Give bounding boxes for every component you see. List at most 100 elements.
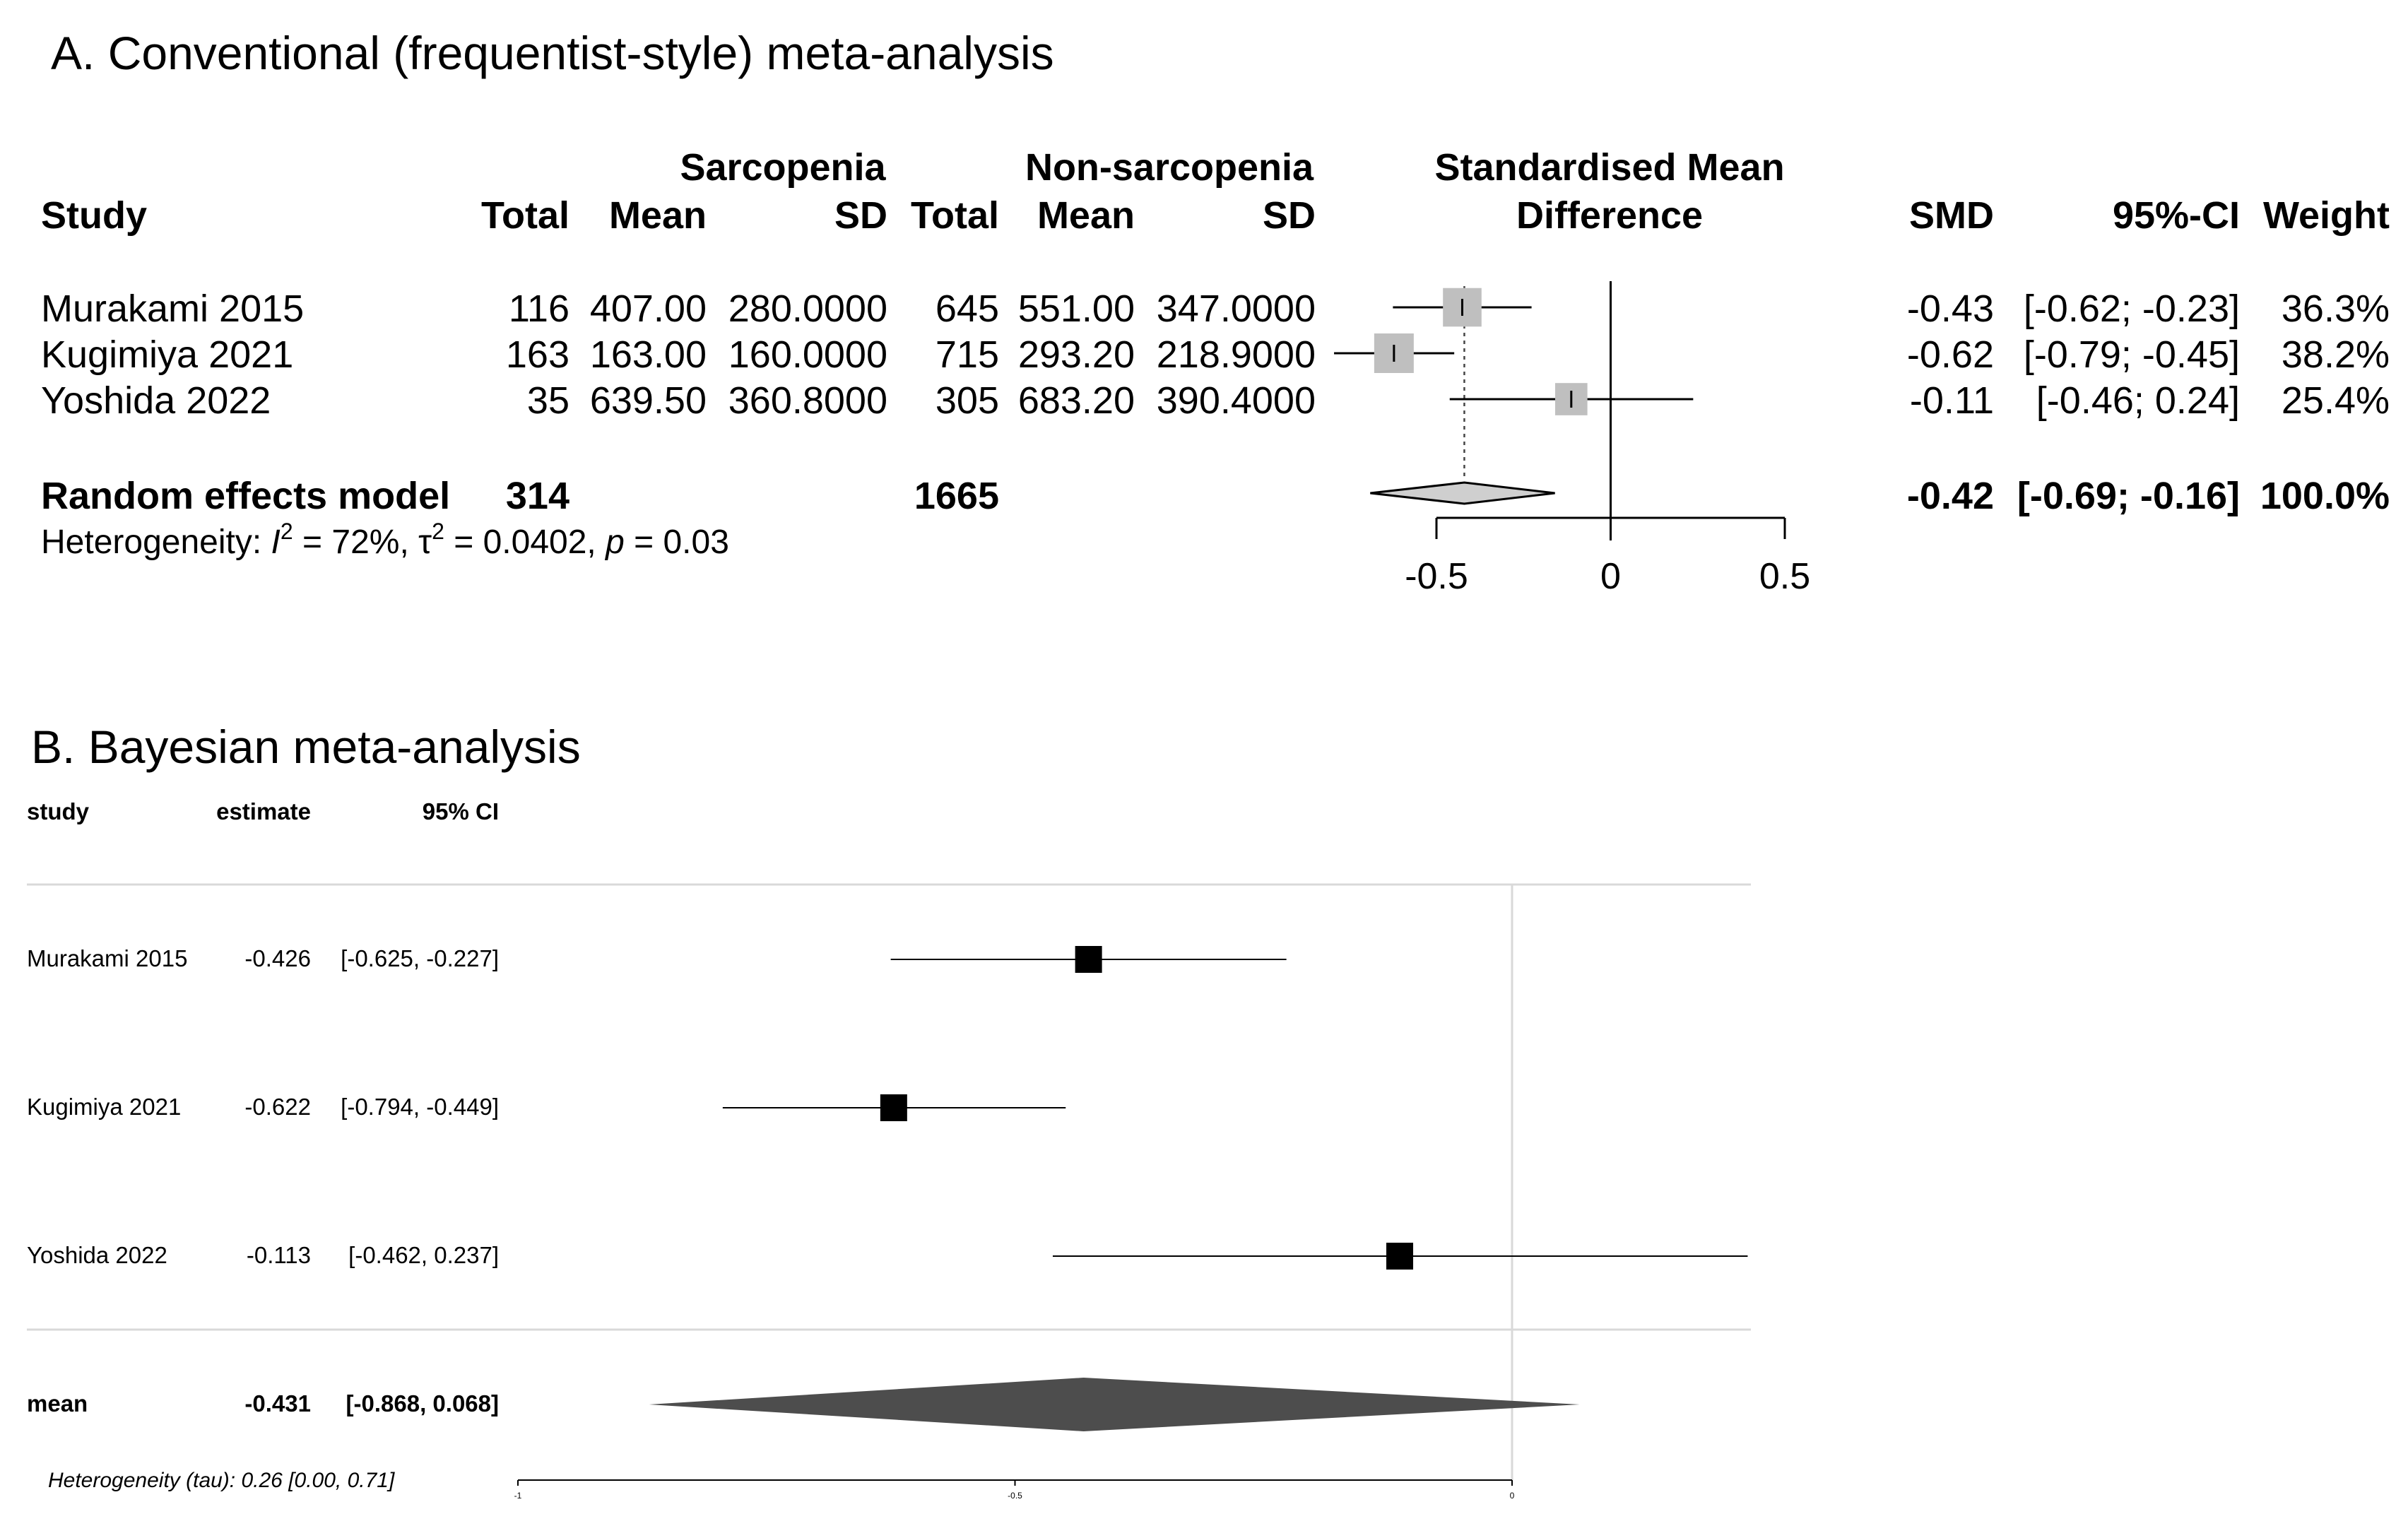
x-axis-tick-label: -1 <box>514 1491 522 1501</box>
mean-1: 407.00 <box>590 288 707 330</box>
header-total-2: Total <box>911 194 999 237</box>
study-name: Yoshida 2022 <box>41 379 271 422</box>
ci-value: [-0.625, -0.227] <box>341 945 499 971</box>
het-i2-symbol: I <box>271 524 281 561</box>
pooled-diamond <box>649 1378 1580 1431</box>
study-name: Kugimiya 2021 <box>27 1094 181 1120</box>
header-smd: SMD <box>1909 194 1994 237</box>
weight-value: 25.4% <box>2282 379 2390 422</box>
x-axis-tick-label: -0.5 <box>1008 1491 1022 1501</box>
panel-a: A. Conventional (frequentist-style) meta… <box>41 27 2390 597</box>
pooled-total-1: 314 <box>506 475 569 517</box>
pooled-row: Random effects model 314 1665 -0.42 [-0.… <box>41 475 2390 517</box>
sd-2: 347.0000 <box>1157 288 1316 330</box>
table-row: Murakami 2015 -0.426 [-0.625, -0.227] <box>27 945 499 971</box>
mean-2: 551.00 <box>1018 288 1135 330</box>
pooled-diamond <box>1370 481 1555 505</box>
heterogeneity-statistics: Heterogeneity (tau): 0.26 [0.00, 0.71] <box>48 1469 395 1492</box>
forest-plot-a: -0.5 0 0.5 <box>1334 281 1810 597</box>
sd-2: 218.9000 <box>1157 333 1316 376</box>
het-tau-symbol: τ <box>418 524 432 561</box>
header-estimate: estimate <box>216 798 311 824</box>
total-2: 305 <box>936 379 999 422</box>
sd-1: 280.0000 <box>728 288 887 330</box>
heterogeneity-statistics: Heterogeneity: I2 = 72%, τ2 = 0.0402, p … <box>41 519 729 561</box>
header-smd-line1: Standardised Mean <box>1434 146 1784 189</box>
header-study: Study <box>41 194 147 237</box>
weight-value: 36.3% <box>2282 288 2390 330</box>
total-2: 715 <box>936 333 999 376</box>
study-name: Yoshida 2022 <box>27 1242 167 1268</box>
header-weight: Weight <box>2263 194 2390 237</box>
header-smd-line2: Difference <box>1516 194 1703 237</box>
total-1: 116 <box>509 288 569 330</box>
forest-plot-b: -1 -0.5 0 <box>514 885 1748 1501</box>
header-mean-1: Mean <box>609 194 707 237</box>
total-1: 163 <box>506 333 569 376</box>
header-sd-1: SD <box>834 194 887 237</box>
study-name: Murakami 2015 <box>41 288 304 330</box>
point-estimate <box>1075 946 1102 973</box>
x-axis-tick-label: 0.5 <box>1759 556 1810 597</box>
header-total-1: Total <box>481 194 569 237</box>
ci-value: [-0.794, -0.449] <box>341 1094 499 1120</box>
pooled-ci: [-0.69; -0.16] <box>2017 475 2240 517</box>
estimate-value: -0.426 <box>244 945 311 971</box>
ci-value: [-0.46; 0.24] <box>2036 379 2240 422</box>
study-name: Murakami 2015 <box>27 945 187 971</box>
sd-1: 160.0000 <box>728 333 887 376</box>
table-row: Yoshida 2022 -0.113 [-0.462, 0.237] <box>27 1242 499 1268</box>
header-ci: 95% CI <box>423 798 499 824</box>
header-study: study <box>27 798 90 824</box>
header-sd-2: SD <box>1263 194 1316 237</box>
smd-value: -0.43 <box>1907 288 1994 330</box>
table-row: Kugimiya 2021 -0.622 [-0.794, -0.449] <box>27 1094 499 1120</box>
table-row: Kugimiya 2021 163 163.00 160.0000 715 29… <box>41 333 2390 376</box>
mean-2: 683.20 <box>1018 379 1135 422</box>
pooled-ci: [-0.868, 0.068] <box>346 1390 499 1416</box>
panel-b-title: B. Bayesian meta-analysis <box>31 721 581 773</box>
het-p-symbol: p <box>604 524 625 561</box>
pooled-label: mean <box>27 1390 88 1416</box>
weight-value: 38.2% <box>2282 333 2390 376</box>
pooled-label: Random effects model <box>41 475 450 517</box>
point-estimate <box>1386 1243 1414 1270</box>
mean-1: 163.00 <box>590 333 707 376</box>
het-tau-value: = 0.0402, <box>444 524 606 561</box>
sd-2: 390.4000 <box>1157 379 1316 422</box>
het-superscript: 2 <box>281 519 293 544</box>
estimate-value: -0.622 <box>244 1094 311 1120</box>
ci-value: [-0.79; -0.45] <box>2024 333 2240 376</box>
total-1: 35 <box>527 379 569 422</box>
pooled-estimate: -0.431 <box>244 1390 311 1416</box>
mean-1: 639.50 <box>590 379 707 422</box>
smd-value: -0.62 <box>1907 333 1994 376</box>
sd-1: 360.8000 <box>728 379 887 422</box>
x-axis-tick-label: -0.5 <box>1405 556 1468 597</box>
ci-value: [-0.462, 0.237] <box>348 1242 499 1268</box>
pooled-total-2: 1665 <box>914 475 999 517</box>
het-prefix: Heterogeneity: <box>41 524 271 561</box>
panel-a-title: A. Conventional (frequentist-style) meta… <box>51 27 1054 79</box>
x-axis-tick-label: 0 <box>1600 556 1621 597</box>
estimate-value: -0.113 <box>247 1242 311 1268</box>
pooled-smd: -0.42 <box>1907 475 1994 517</box>
het-i2-value: = 72%, <box>293 524 418 561</box>
study-name: Kugimiya 2021 <box>41 333 293 376</box>
x-axis-tick-label: 0 <box>1510 1491 1515 1501</box>
header-mean-2: Mean <box>1037 194 1135 237</box>
table-row: Murakami 2015 116 407.00 280.0000 645 55… <box>41 288 2390 330</box>
header-ci: 95%-CI <box>2113 194 2240 237</box>
panel-b: B. Bayesian meta-analysis study estimate… <box>27 721 1751 1501</box>
mean-2: 293.20 <box>1018 333 1135 376</box>
ci-value: [-0.62; -0.23] <box>2024 288 2240 330</box>
het-p-value: = 0.03 <box>625 524 729 561</box>
total-2: 645 <box>936 288 999 330</box>
smd-value: -0.11 <box>1910 379 1994 422</box>
pooled-weight: 100.0% <box>2260 475 2390 517</box>
pooled-row: mean -0.431 [-0.868, 0.068] <box>27 1390 499 1416</box>
point-estimate <box>880 1094 907 1121</box>
table-row: Yoshida 2022 35 639.50 360.8000 305 683.… <box>41 379 2390 422</box>
header-sarcopenia: Sarcopenia <box>680 146 886 189</box>
